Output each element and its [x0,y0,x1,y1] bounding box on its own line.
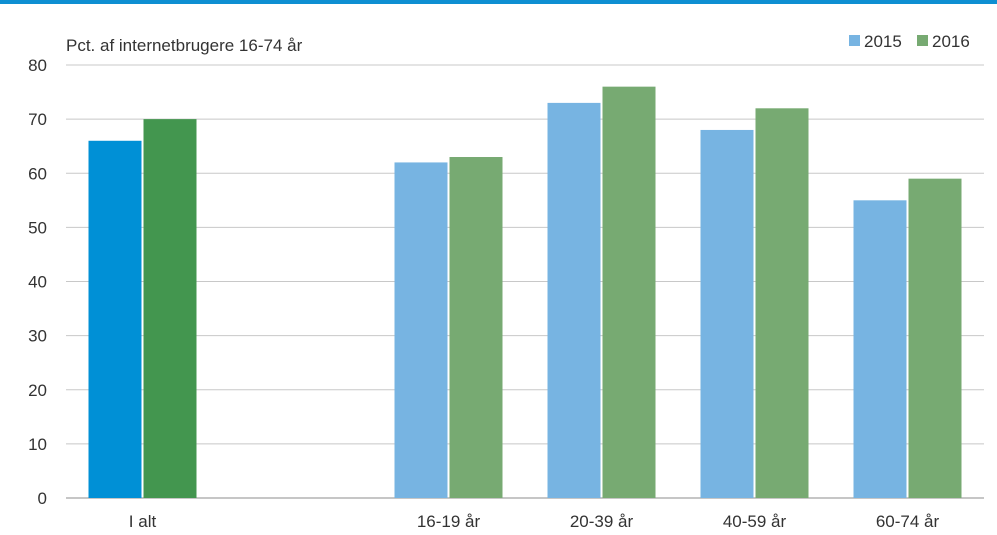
gridlines [66,64,984,499]
x-axis: I alt 16-19 år 20-39 år 40-59 år 60-74 år [129,512,940,531]
y-tick-label: 60 [28,164,47,183]
top-accent-line [0,0,997,4]
x-tick-label: 40-59 år [723,512,787,531]
y-tick-label: 20 [28,381,47,400]
bar-2016 [908,178,962,498]
y-tick-label: 30 [28,327,47,346]
bar-2016 [449,157,503,498]
legend-swatch [917,35,928,46]
y-tick-label: 80 [28,56,47,75]
legend: 2015 2016 [849,32,970,51]
bar-2015 [394,162,448,499]
bars [88,86,962,499]
bar-2015 [547,102,601,498]
legend-swatch [849,35,860,46]
y-tick-label: 50 [28,218,47,237]
x-tick-label: 16-19 år [417,512,481,531]
chart-subtitle: Pct. af internetbrugere 16-74 år [66,36,303,55]
y-tick-label: 0 [38,489,47,508]
y-tick-label: 70 [28,110,47,129]
bar-2016 [755,108,809,499]
bar-2016 [143,119,197,498]
x-tick-label: I alt [129,512,157,531]
y-tick-label: 40 [28,273,47,292]
legend-label: 2015 [864,32,902,51]
bar-2016 [602,86,656,499]
bar-2015 [700,129,754,498]
x-tick-label: 60-74 år [876,512,940,531]
y-axis: 0 10 20 30 40 50 60 70 80 [28,56,47,508]
y-tick-label: 10 [28,435,47,454]
x-tick-label: 20-39 år [570,512,634,531]
bar-2015 [88,140,142,498]
bar-2015 [853,200,907,498]
legend-label: 2016 [932,32,970,51]
